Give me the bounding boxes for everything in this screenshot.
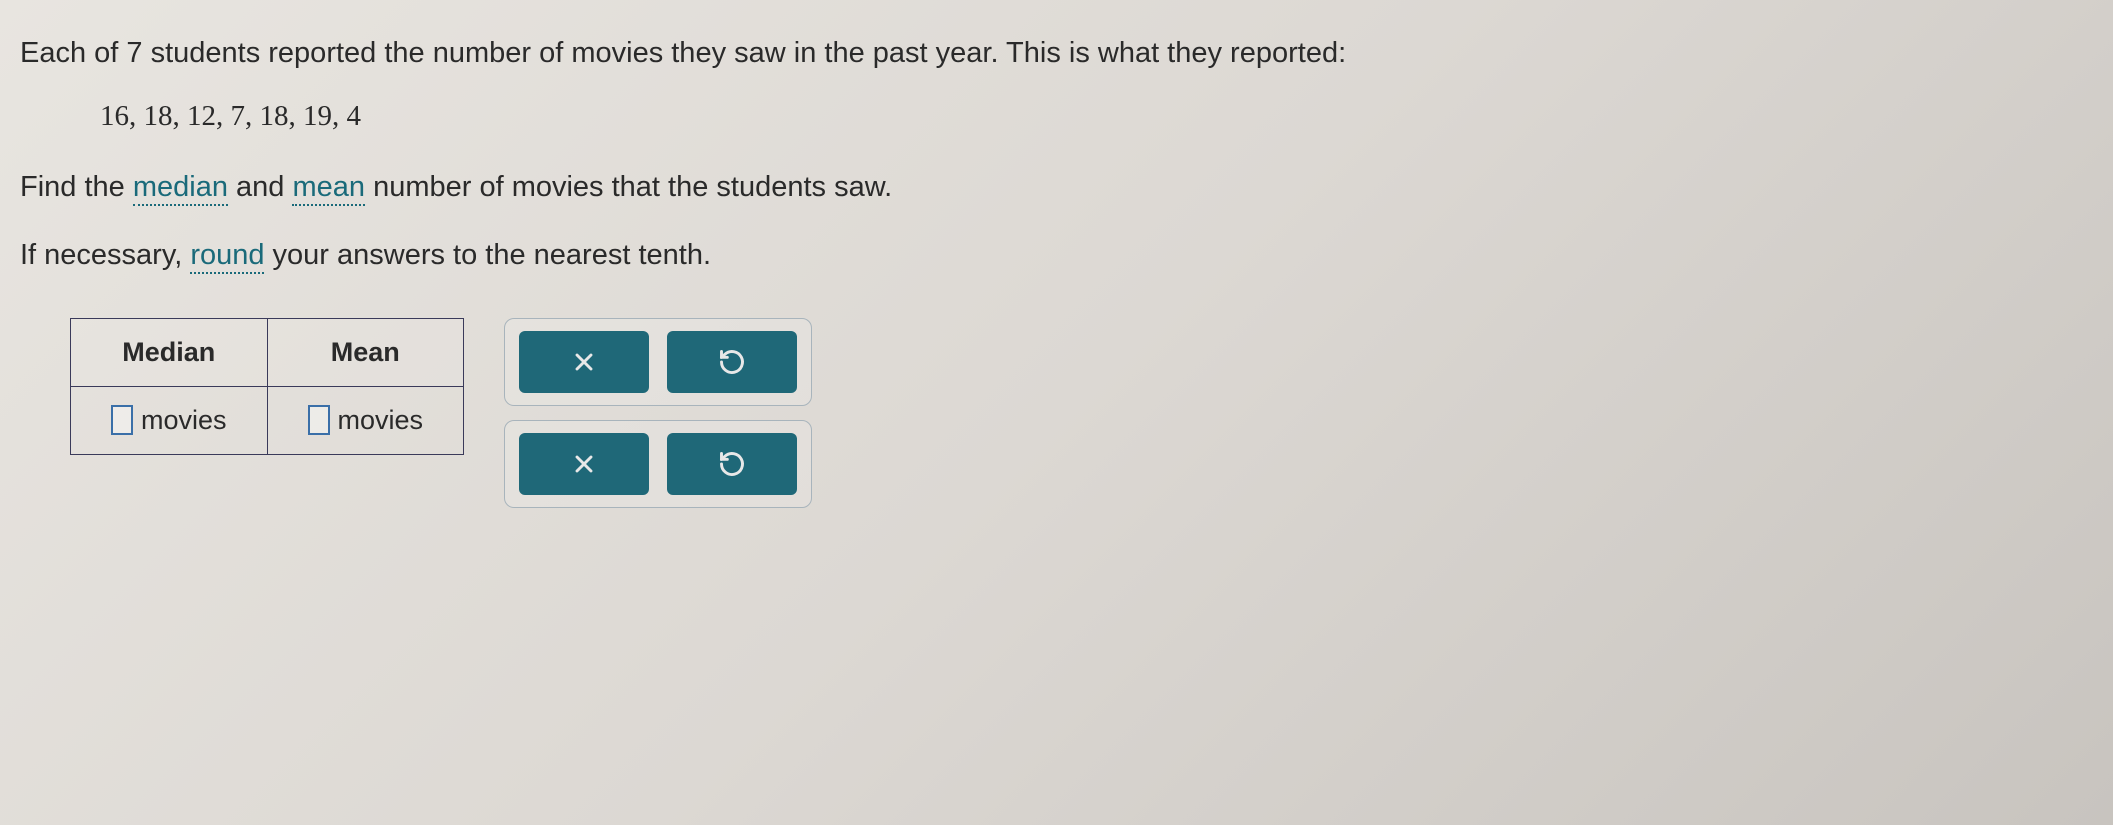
mean-link[interactable]: mean bbox=[292, 171, 365, 206]
median-unit: movies bbox=[141, 405, 227, 436]
round-link[interactable]: round bbox=[190, 239, 264, 274]
instruction-suffix: number of movies that the students saw. bbox=[365, 171, 892, 203]
question-intro: Each of 7 students reported the number o… bbox=[20, 30, 2070, 76]
reset-icon bbox=[718, 348, 746, 376]
round-prefix: If necessary, bbox=[20, 239, 190, 271]
answer-table: Median Mean movies movies bbox=[70, 318, 464, 455]
mean-header: Mean bbox=[267, 318, 464, 386]
instruction-prefix: Find the bbox=[20, 171, 133, 203]
mean-input[interactable] bbox=[308, 405, 330, 435]
instruction-and: and bbox=[228, 171, 293, 203]
mean-unit: movies bbox=[338, 405, 424, 436]
median-link[interactable]: median bbox=[133, 171, 228, 206]
reset-button-1[interactable] bbox=[667, 331, 797, 393]
x-icon bbox=[570, 450, 598, 478]
median-input[interactable] bbox=[111, 405, 133, 435]
round-suffix: your answers to the nearest tenth. bbox=[264, 239, 711, 271]
button-panel-1 bbox=[504, 318, 812, 406]
clear-button-1[interactable] bbox=[519, 331, 649, 393]
reset-icon bbox=[718, 450, 746, 478]
clear-button-2[interactable] bbox=[519, 433, 649, 495]
median-header: Median bbox=[71, 318, 268, 386]
x-icon bbox=[570, 348, 598, 376]
button-groups bbox=[504, 318, 812, 508]
median-cell: movies bbox=[71, 386, 268, 454]
instruction-line-1: Find the median and mean number of movie… bbox=[20, 163, 2070, 212]
mean-cell: movies bbox=[267, 386, 464, 454]
instruction-line-2: If necessary, round your answers to the … bbox=[20, 231, 2070, 280]
button-panel-2 bbox=[504, 420, 812, 508]
reset-button-2[interactable] bbox=[667, 433, 797, 495]
data-values: 16, 18, 12, 7, 18, 19, 4 bbox=[100, 100, 2070, 133]
